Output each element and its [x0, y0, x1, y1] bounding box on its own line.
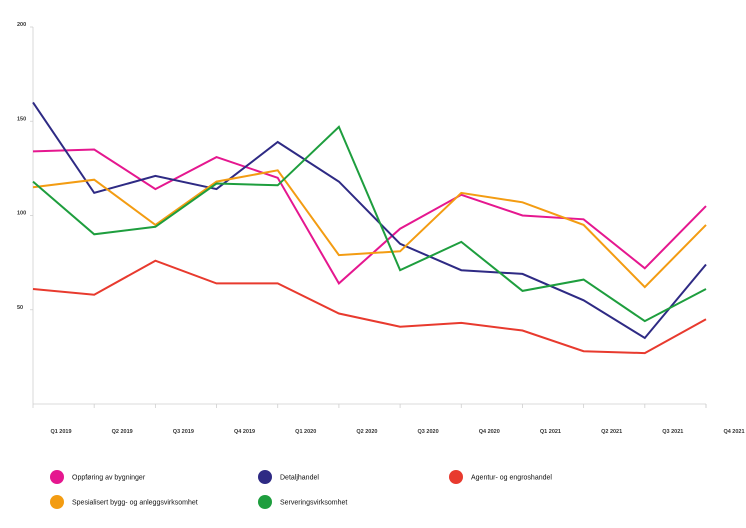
axes: 50 100 150 200 Q1 2019 Q2 2019 Q3 2019 Q4 2019 Q… [17, 22, 745, 435]
series-layer [32, 101, 707, 355]
legend-label: Serveringsvirksomhet [280, 500, 347, 507]
legend: Oppføring av bygninger Detaljhandel Agentu… [50, 470, 552, 509]
y-tick-label: 150 [17, 116, 26, 122]
series-line-spesialisert-bygg-og-anleggsvirksomhet [32, 169, 707, 289]
y-tick-label: 200 [17, 22, 26, 28]
series-line-serveringsvirksomhet [32, 125, 707, 323]
x-tick-label: Q2 2019 [112, 429, 133, 435]
legend-label: Agentur- og engroshandel [471, 475, 552, 482]
x-tick-label: Q4 2020 [479, 429, 500, 435]
x-tick-label: Q4 2019 [234, 429, 255, 435]
x-tick-label: Q1 2021 [540, 429, 561, 435]
legend-item: Serveringsvirksomhet [258, 495, 347, 509]
legend-label: Detaljhandel [280, 475, 319, 482]
x-tick-label: Q3 2019 [173, 429, 194, 435]
legend-swatch [50, 495, 64, 509]
x-tick-label: Q1 2020 [295, 429, 316, 435]
legend-swatch [258, 470, 272, 484]
legend-swatch [50, 470, 64, 484]
x-tick-label: Q1 2019 [50, 429, 71, 435]
y-tick-label: 50 [17, 305, 23, 311]
legend-label: Spesialisert bygg- og anleggsvirksomhet [72, 500, 198, 507]
legend-item: Agentur- og engroshandel [449, 470, 552, 484]
legend-item: Spesialisert bygg- og anleggsvirksomhet [50, 495, 198, 509]
legend-item: Detaljhandel [258, 470, 319, 484]
series-line-agentur-og-engroshandel [32, 259, 707, 355]
x-tick-label: Q3 2020 [418, 429, 439, 435]
legend-swatch [258, 495, 272, 509]
series-line-oppføring-av-bygninger [32, 148, 707, 285]
x-tick-label: Q2 2021 [601, 429, 622, 435]
legend-label: Oppføring av bygninger [72, 475, 146, 482]
x-tick-label: Q3 2021 [662, 429, 683, 435]
y-tick-label: 100 [17, 211, 26, 217]
x-tick-label: Q4 2021 [723, 429, 744, 435]
x-tick-label: Q2 2020 [356, 429, 377, 435]
legend-swatch [449, 470, 463, 484]
legend-item: Oppføring av bygninger [50, 470, 146, 484]
series-line-detaljhandel [32, 101, 707, 340]
